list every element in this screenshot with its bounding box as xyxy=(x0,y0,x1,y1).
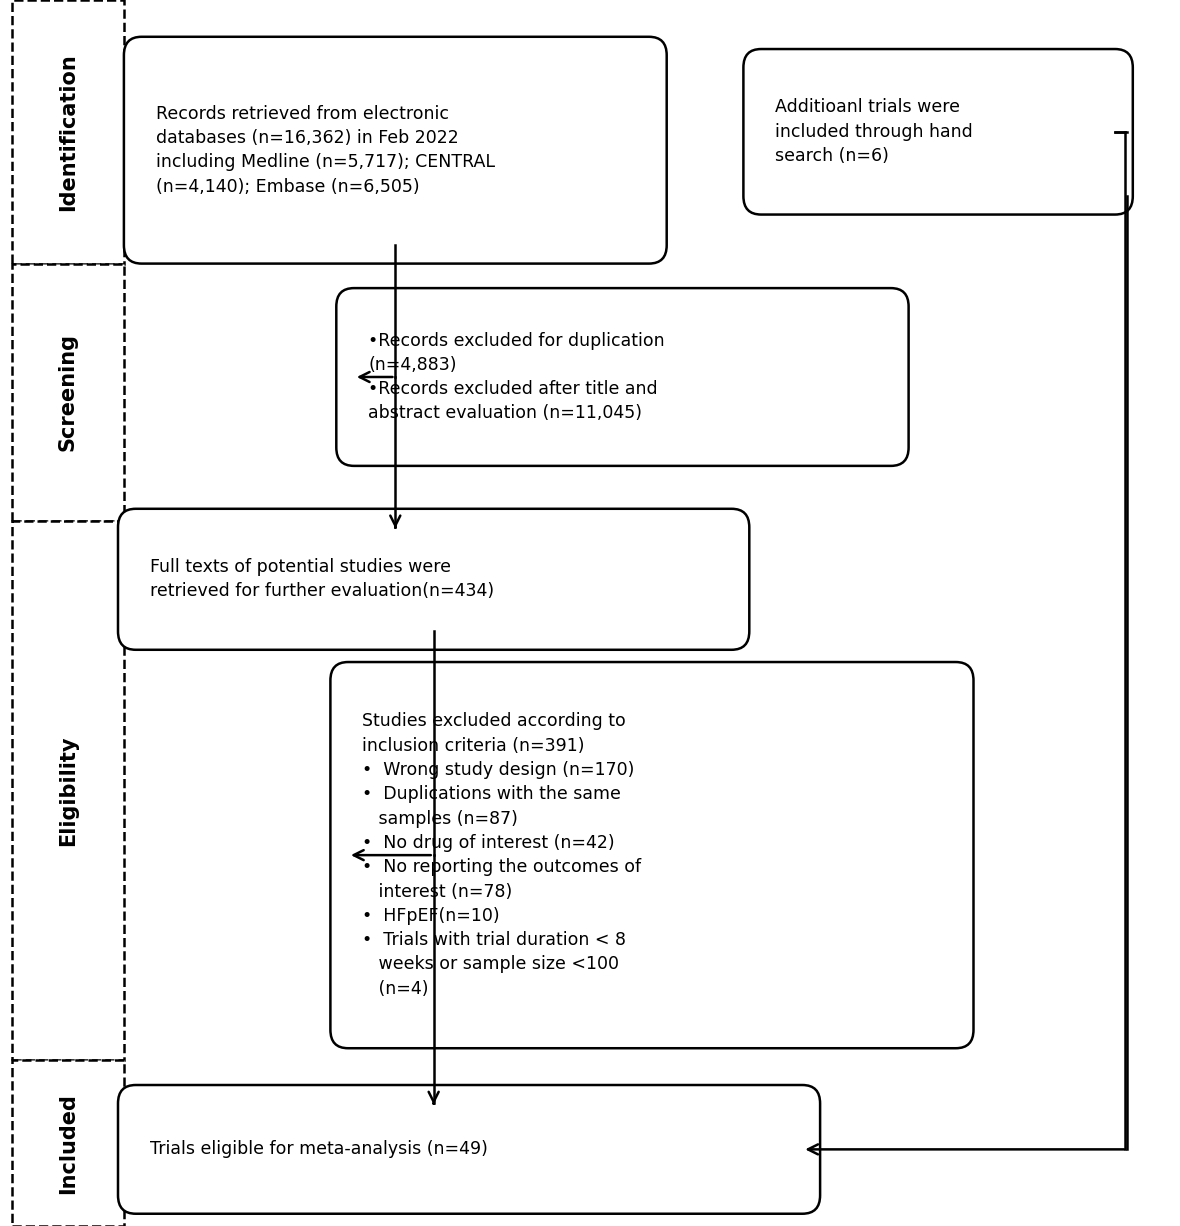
Bar xyxy=(12,521,124,1060)
Bar xyxy=(12,0,124,264)
Text: Identification: Identification xyxy=(58,53,78,211)
FancyBboxPatch shape xyxy=(743,49,1133,215)
FancyBboxPatch shape xyxy=(124,37,667,264)
Bar xyxy=(12,264,124,521)
Text: Full texts of potential studies were
retrieved for further evaluation(n=434): Full texts of potential studies were ret… xyxy=(150,558,494,601)
Text: Eligibility: Eligibility xyxy=(58,736,78,846)
Bar xyxy=(12,1060,124,1226)
FancyBboxPatch shape xyxy=(336,288,909,466)
Text: Screening: Screening xyxy=(58,333,78,451)
Text: Records retrieved from electronic
databases (n=16,362) in Feb 2022
including Med: Records retrieved from electronic databa… xyxy=(156,104,494,196)
FancyBboxPatch shape xyxy=(118,509,749,650)
Text: Studies excluded according to
inclusion criteria (n=391)
•  Wrong study design (: Studies excluded according to inclusion … xyxy=(362,712,642,998)
Text: •Records excluded for duplication
(n=4,883)
•Records excluded after title and
ab: •Records excluded for duplication (n=4,8… xyxy=(368,331,664,423)
FancyBboxPatch shape xyxy=(330,662,974,1048)
Text: Additioanl trials were
included through hand
search (n=6): Additioanl trials were included through … xyxy=(775,98,973,166)
FancyBboxPatch shape xyxy=(118,1085,820,1214)
Text: Trials eligible for meta-analysis (n=49): Trials eligible for meta-analysis (n=49) xyxy=(150,1140,487,1159)
Text: Included: Included xyxy=(58,1092,78,1194)
